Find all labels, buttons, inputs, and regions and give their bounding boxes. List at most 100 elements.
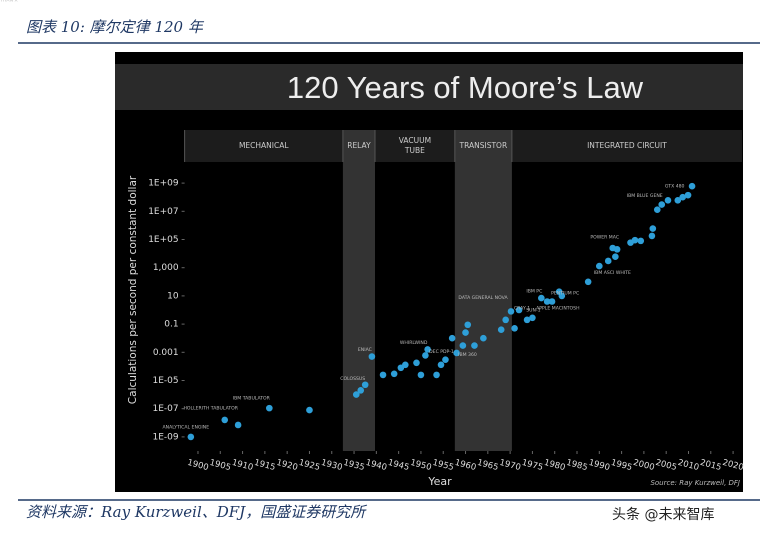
data-point [613,246,621,253]
data-point [502,316,509,324]
data-point [543,298,551,305]
chart-title: 120 Years of Moore’s Law [287,70,644,105]
data-point [649,225,657,232]
data-point [422,352,429,359]
y-tick-label: 1,000 [153,263,179,273]
data-point [453,349,460,357]
data-point [234,421,242,429]
y-tick-label: 1E-09 [152,432,178,442]
y-tick-label: 1E-07 [152,404,178,414]
data-point [684,191,692,199]
data-point [266,404,273,412]
era-label: MECHANICAL [239,141,289,150]
point-annotation: DEC PDP-1 [429,349,454,355]
chart-background [115,52,743,492]
data-point [306,406,313,414]
point-annotation: APPLE MACINTOSH [536,305,579,311]
y-tick-label: 10 [167,291,179,301]
chart-source: Source: Ray Kurzweil, DFJ [650,479,740,487]
data-point [390,370,398,378]
data-point [462,329,469,336]
data-point [679,193,686,201]
data-point [674,197,682,204]
watermark: 头条 @未来智库 [612,506,714,523]
data-point [612,253,619,261]
data-point [523,316,531,324]
data-point [471,342,478,349]
point-annotation: GTX 480 [665,184,685,190]
data-point [448,334,456,342]
data-point [437,361,445,369]
data-point [497,326,505,334]
data-point [604,257,612,265]
data-point [515,306,523,314]
y-tick-label: 0.1 [164,320,178,330]
era-label: VACUUM TUBE [399,136,431,155]
data-point [664,197,672,204]
data-point [402,361,409,369]
data-point [413,359,420,367]
data-point [658,201,666,208]
point-annotation: NVIDIA TITAN X [0,0,18,4]
y-tick-label: 1E+07 [148,207,178,217]
data-point [464,321,472,329]
data-point [511,325,518,332]
data-point [507,308,515,315]
point-annotation: IBM BLUE GENE [627,193,663,199]
data-point [417,371,425,379]
y-tick-label: 1E-05 [152,376,178,386]
plot: MECHANICAL RELAY VACUUM TUBE TRANSISTOR INTEG… [0,0,745,473]
footer-source: 资料来源：Ray Kurzweil、DFJ，国盛证券研究所 [26,503,367,521]
point-annotation: ANALYTICAL ENGINE [163,424,210,430]
point-annotation: CRAY 1 [514,305,530,311]
data-point [558,292,566,300]
point-annotation: IBM 360 [458,352,477,358]
y-tick-label: 0.001 [153,348,179,358]
point-annotation: PENTIUM PC [551,290,579,296]
data-point [442,356,449,363]
data-point [352,391,360,398]
data-point [596,262,603,270]
point-annotation: ENIAC [358,347,372,353]
y-tick-label: 1E+09 [148,179,179,189]
y-tick-label: 1E+05 [148,235,178,245]
x-axis-label: Year [427,475,452,488]
data-point [529,314,536,322]
era-label: RELAY [347,141,371,150]
point-annotation: IBM ASCI WHITE [594,270,631,276]
point-annotation: WHIRLWIND [400,340,428,346]
point-annotation: IBM PC [526,289,542,295]
data-point [637,237,645,245]
data-point [221,416,229,424]
point-annotation: SUN-1 [526,307,540,313]
data-point [433,371,440,379]
data-point [648,232,656,240]
point-annotation: COLOSSUS [340,376,365,382]
data-point [361,381,369,389]
data-point [480,334,487,342]
data-point [459,342,467,349]
era-band [454,130,512,451]
data-point [368,353,376,360]
data-point [357,387,365,394]
era-label: INTEGRATED CIRCUIT [587,141,667,150]
data-point [584,278,592,286]
figure-title: 图表 10: 摩尔定律 120 年 [26,18,205,36]
data-point [538,294,545,302]
data-point [424,346,431,353]
y-axis-label: Calculations per second per constant dol… [127,175,139,404]
data-point [653,206,661,213]
era-label: TRANSISTOR [459,141,508,150]
data-point [631,236,639,244]
era-band [342,130,376,451]
data-point [548,298,556,305]
title-band [115,64,743,110]
point-annotation: HOLLERITH TABULATOR [183,405,238,411]
point-annotation: DATA GENERAL NOVA [458,295,508,301]
point-annotation: POWER MAC [590,234,619,240]
data-point [187,433,195,441]
data-point [688,182,696,190]
data-point [379,371,387,379]
